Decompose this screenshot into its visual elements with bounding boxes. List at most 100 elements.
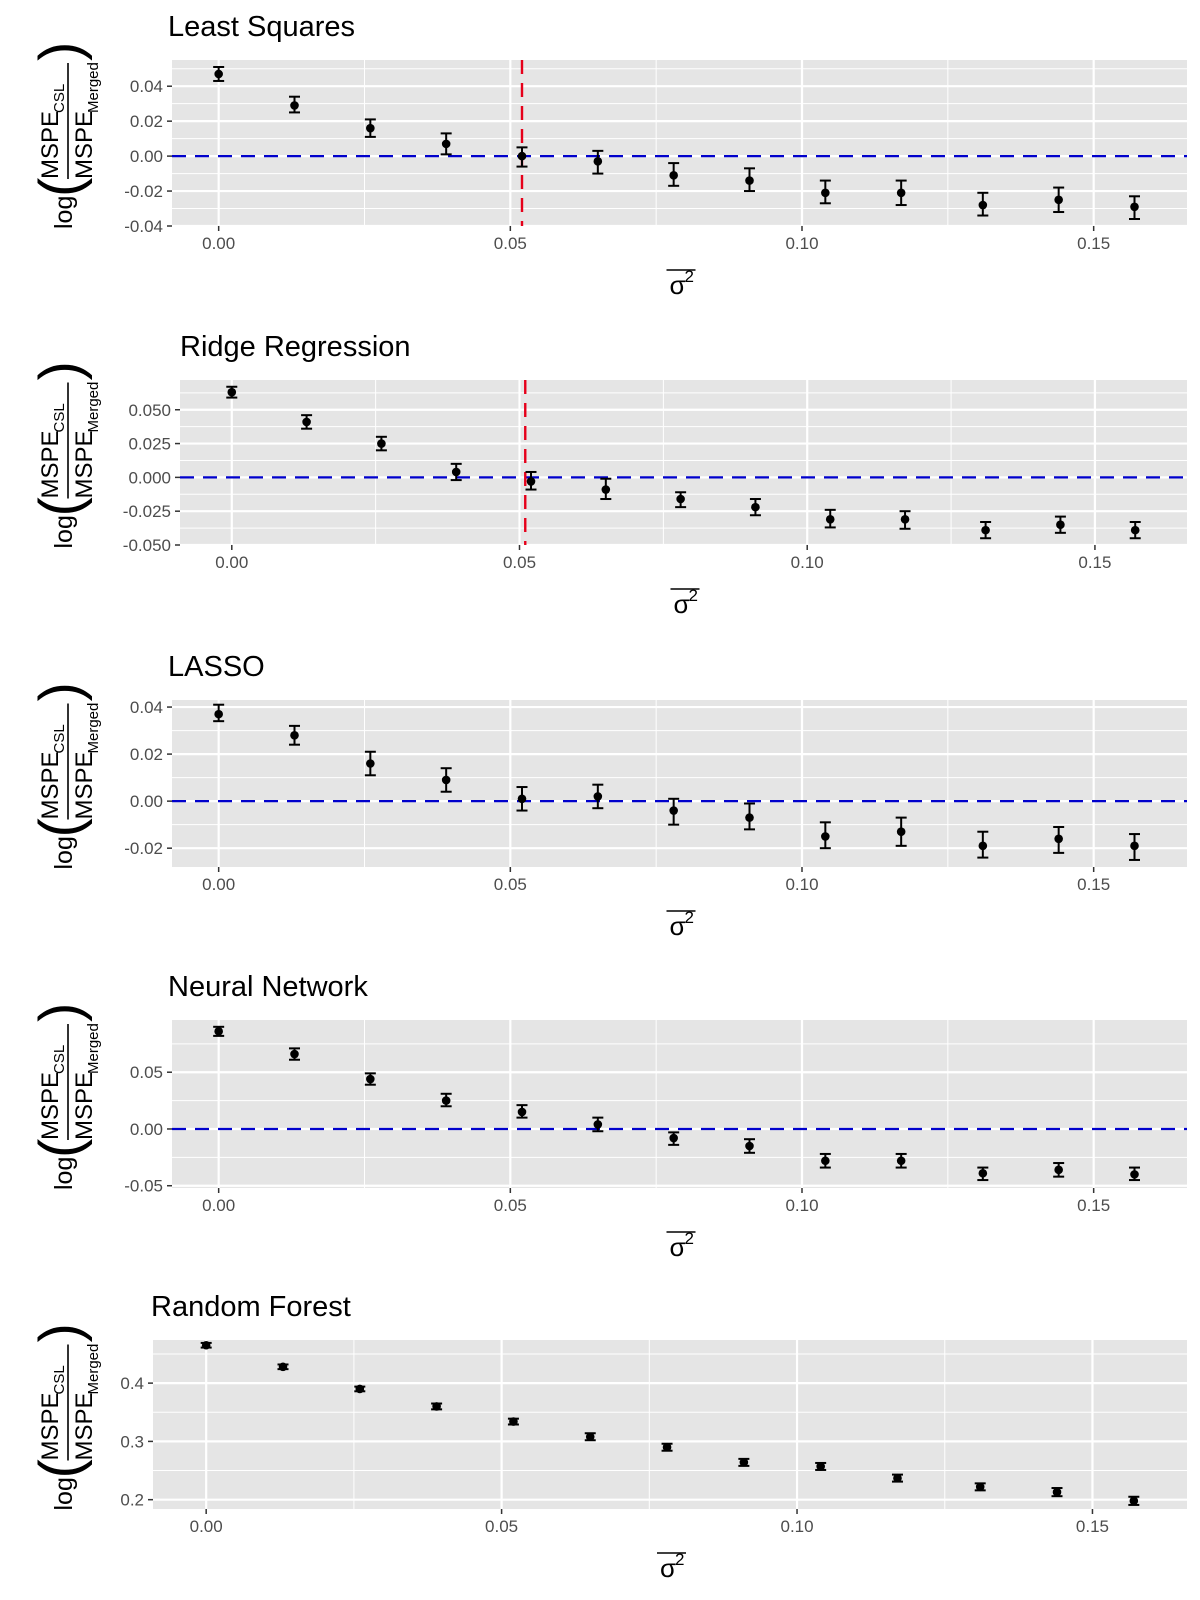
data-point [214, 709, 223, 719]
x-tick-label: 0.00 [215, 553, 248, 572]
data-point [739, 1458, 749, 1467]
x-tick-label: 0.00 [202, 875, 235, 894]
x-label-sigma: σ [670, 1232, 686, 1262]
x-axis-label: σ2 [657, 1550, 686, 1583]
data-point [745, 813, 754, 822]
data-point [290, 730, 299, 740]
x-tick-label: 0.05 [494, 875, 527, 894]
y-label-paren-left: ( [28, 178, 93, 197]
y-label-numerator: MSPE [37, 751, 64, 819]
data-point [214, 1027, 223, 1036]
data-point [662, 1442, 672, 1452]
x-tick-label: 0.10 [785, 234, 818, 253]
data-point [526, 477, 536, 486]
data-point [981, 525, 990, 535]
y-label-log: log [50, 1157, 78, 1190]
data-point [441, 775, 451, 785]
x-tick-label: 0.15 [1078, 553, 1111, 572]
data-point [1130, 202, 1139, 212]
x-label-sigma: σ [674, 589, 690, 619]
x-tick-label: 0.15 [1077, 1196, 1110, 1215]
y-tick-label: 0.00 [130, 1120, 163, 1139]
data-point [900, 515, 910, 524]
data-point [745, 1141, 754, 1151]
y-tick-label: 0.00 [130, 792, 163, 811]
data-point [669, 806, 678, 815]
panel-title: Least Squares [168, 11, 355, 43]
x-axis-label: σ2 [666, 1229, 696, 1262]
x-tick-label: 0.15 [1076, 1517, 1109, 1536]
data-point [978, 841, 988, 851]
data-point [585, 1432, 595, 1442]
y-tick-label: 0.00 [130, 147, 163, 166]
x-label-sigma: σ [670, 270, 686, 300]
data-point [601, 485, 611, 494]
data-point [975, 1482, 985, 1492]
y-tick-label: 0.02 [130, 745, 163, 764]
data-point [1054, 834, 1063, 844]
data-point [302, 417, 311, 427]
x-label-sigma: σ [660, 1553, 676, 1583]
panel-background [172, 1020, 1187, 1188]
data-point [278, 1362, 288, 1372]
data-point [214, 69, 223, 79]
y-tick-label: 0.02 [130, 112, 163, 131]
y-label-numerator-sub: CSL [51, 1365, 68, 1394]
y-label-numerator-sub: CSL [51, 724, 68, 753]
x-label-superscript: 2 [675, 1550, 684, 1569]
y-tick-label: -0.05 [124, 1177, 163, 1196]
data-point [1130, 525, 1140, 535]
y-label-numerator: MSPE [37, 1072, 64, 1140]
data-point [1054, 1165, 1063, 1175]
x-tick-label: 0.10 [791, 553, 824, 572]
y-label-paren-right: ) [28, 42, 93, 61]
panel-title: Random Forest [151, 1291, 351, 1323]
y-label-paren-right: ) [28, 1003, 93, 1022]
panel-background [180, 380, 1187, 545]
x-label-superscript: 2 [689, 586, 698, 605]
y-label-paren-right: ) [28, 361, 93, 380]
y-label-paren-left: ( [28, 1459, 93, 1478]
y-tick-label: 0.05 [130, 1063, 163, 1082]
data-point [593, 157, 603, 166]
data-point [893, 1473, 902, 1483]
y-label-denominator-sub: Merged [85, 703, 102, 754]
x-tick-label: 0.05 [494, 1196, 527, 1215]
data-point [366, 123, 375, 133]
y-tick-label: 0.4 [120, 1374, 144, 1393]
y-label-numerator-sub: CSL [51, 84, 68, 113]
data-point [593, 792, 603, 801]
panel-title: Ridge Regression [180, 331, 411, 363]
y-label-paren-left: ( [28, 497, 93, 516]
data-point [745, 176, 754, 185]
panel-title: LASSO [168, 651, 265, 683]
x-label-superscript: 2 [685, 1229, 694, 1248]
y-label-denominator: MSPE [71, 751, 98, 819]
y-label-numerator: MSPE [37, 430, 64, 498]
data-point [451, 467, 461, 477]
data-point [978, 200, 988, 210]
data-point [978, 1168, 988, 1178]
y-tick-label: 0.025 [128, 435, 171, 454]
data-point [441, 139, 451, 149]
y-tick-label: 0.04 [130, 698, 163, 717]
y-label-paren-left: ( [28, 1139, 93, 1158]
data-point [1056, 520, 1065, 530]
x-tick-label: 0.00 [190, 1517, 223, 1536]
data-point [751, 502, 760, 512]
data-point [517, 794, 527, 804]
y-label-paren-right: ) [28, 1323, 93, 1342]
data-point [821, 1156, 830, 1166]
y-label-denominator-sub: Merged [85, 382, 102, 433]
data-point [669, 1133, 678, 1143]
y-label-log: log [50, 515, 78, 548]
y-tick-label: -0.04 [124, 217, 163, 236]
data-point [821, 188, 830, 198]
data-point [825, 515, 835, 524]
y-label-denominator-sub: Merged [85, 1344, 102, 1395]
y-tick-label: -0.02 [124, 182, 163, 201]
data-point [1130, 841, 1139, 851]
